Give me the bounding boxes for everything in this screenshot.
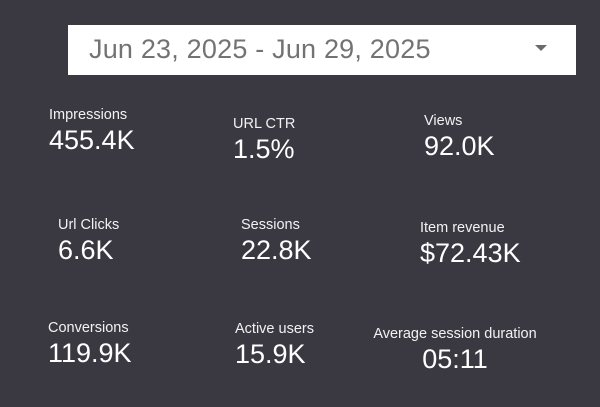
metric-value: 455.4K bbox=[49, 125, 135, 155]
metric-value: 92.0K bbox=[424, 131, 495, 161]
metric-value: 15.9K bbox=[235, 339, 306, 369]
metric-label: Url Clicks bbox=[58, 217, 120, 233]
date-range-label: Jun 23, 2025 - Jun 29, 2025 bbox=[89, 34, 431, 64]
metric-value: 119.9K bbox=[48, 338, 132, 368]
metric-value: 6.6K bbox=[58, 235, 114, 265]
metric-url-ctr: URL CTR 1.5% bbox=[233, 116, 295, 164]
metric-views: Views 92.0K bbox=[424, 113, 495, 161]
chevron-down-icon[interactable] bbox=[535, 45, 547, 51]
metric-average-session-duration: Average session duration 05:11 bbox=[366, 326, 544, 374]
metric-conversions: Conversions 119.9K bbox=[48, 320, 132, 368]
metric-url-clicks: Url Clicks 6.6K bbox=[58, 217, 119, 265]
metric-value: 05:11 bbox=[422, 344, 488, 374]
metric-label: Conversions bbox=[48, 320, 129, 336]
metric-sessions: Sessions 22.8K bbox=[241, 217, 312, 265]
metric-value: $72.43K bbox=[420, 238, 521, 268]
metric-item-revenue: Item revenue $72.43K bbox=[420, 220, 521, 268]
metric-label: Active users bbox=[235, 321, 314, 337]
metric-impressions: Impressions 455.4K bbox=[49, 107, 135, 155]
metric-active-users: Active users 15.9K bbox=[235, 321, 314, 369]
metric-value: 22.8K bbox=[241, 235, 312, 265]
metric-value: 1.5% bbox=[233, 134, 295, 164]
metric-label: Average session duration bbox=[373, 326, 537, 342]
metric-label: Views bbox=[424, 113, 463, 129]
metric-label: Item revenue bbox=[420, 220, 505, 236]
date-range-picker[interactable]: Jun 23, 2025 - Jun 29, 2025 bbox=[68, 25, 576, 75]
metric-label: Impressions bbox=[49, 107, 128, 123]
metric-label: Sessions bbox=[241, 217, 300, 233]
metric-label: URL CTR bbox=[233, 116, 296, 132]
